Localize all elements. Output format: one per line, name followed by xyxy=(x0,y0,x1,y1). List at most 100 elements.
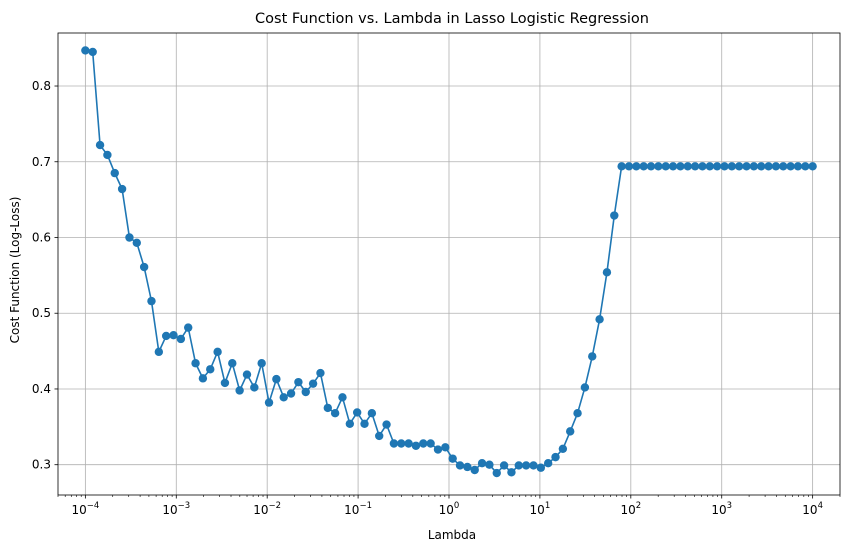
data-point xyxy=(88,47,97,57)
data-point xyxy=(470,465,479,475)
data-point xyxy=(220,378,230,388)
data-point xyxy=(338,393,347,402)
data-point xyxy=(749,162,759,171)
data-point xyxy=(499,461,509,470)
data-point xyxy=(757,162,766,171)
data-point xyxy=(294,377,303,387)
data-point xyxy=(558,444,568,453)
y-axis-title: Cost Function (Log-Loss) xyxy=(8,197,22,344)
x-tick-label: 10−4 xyxy=(71,501,99,517)
data-point xyxy=(793,162,803,171)
data-point xyxy=(698,162,707,171)
data-point xyxy=(507,468,516,477)
data-point xyxy=(551,452,560,462)
data-point xyxy=(404,439,413,448)
data-point xyxy=(433,445,443,454)
data-point xyxy=(705,162,714,171)
data-point xyxy=(389,439,399,448)
data-point xyxy=(184,323,193,332)
data-point xyxy=(117,184,127,194)
data-point xyxy=(330,409,340,418)
data-point xyxy=(786,162,795,171)
data-point xyxy=(654,162,663,171)
data-point xyxy=(213,347,222,357)
x-tick-label: 102 xyxy=(620,501,641,517)
data-point xyxy=(610,211,619,220)
data-point xyxy=(624,162,634,171)
data-point xyxy=(801,162,810,171)
data-point xyxy=(367,409,377,418)
data-point xyxy=(235,386,244,395)
data-point xyxy=(521,461,531,470)
data-point xyxy=(242,370,252,379)
data-point xyxy=(683,162,692,171)
data-point xyxy=(676,162,685,171)
y-tick-label: 0.3 xyxy=(32,458,51,472)
data-point xyxy=(566,427,575,436)
data-point xyxy=(397,439,406,448)
data-point xyxy=(734,162,744,171)
data-point xyxy=(808,162,817,171)
series-cost-function xyxy=(81,46,817,478)
data-point xyxy=(646,162,656,171)
x-axis-title: Lambda xyxy=(428,528,476,542)
x-tick-label: 101 xyxy=(530,501,551,517)
x-tick-label: 10−3 xyxy=(162,501,190,517)
data-point xyxy=(514,461,523,470)
data-point xyxy=(573,409,582,418)
data-point xyxy=(661,162,670,171)
x-tick-label: 100 xyxy=(439,501,460,517)
data-point xyxy=(455,461,465,470)
x-tick-label: 10−1 xyxy=(344,501,372,517)
data-point xyxy=(588,352,597,361)
data-point xyxy=(580,383,590,392)
data-point xyxy=(639,162,648,171)
data-point xyxy=(154,347,164,357)
data-point xyxy=(176,334,186,344)
data-point xyxy=(316,368,325,378)
data-point xyxy=(139,262,149,272)
x-tick-label: 103 xyxy=(711,501,732,517)
data-point xyxy=(382,420,391,429)
data-point xyxy=(764,162,773,171)
data-point xyxy=(169,330,178,340)
data-point xyxy=(110,168,119,178)
data-point xyxy=(279,393,288,402)
data-point xyxy=(286,389,296,398)
y-tick-label: 0.6 xyxy=(32,230,51,244)
data-point xyxy=(345,419,355,429)
y-tick-label: 0.4 xyxy=(32,382,51,396)
data-point xyxy=(95,140,105,150)
grid-lines xyxy=(58,33,840,495)
data-point xyxy=(602,268,612,277)
data-point xyxy=(463,462,472,472)
data-point xyxy=(712,162,722,171)
data-point xyxy=(595,315,604,324)
data-point xyxy=(81,46,90,55)
data-point xyxy=(411,441,421,450)
data-point xyxy=(264,398,274,407)
data-point xyxy=(301,387,310,397)
data-point xyxy=(779,162,788,171)
data-point xyxy=(206,365,215,374)
data-point xyxy=(426,439,435,448)
data-point xyxy=(668,162,678,171)
data-point xyxy=(485,460,494,469)
data-point xyxy=(419,439,428,448)
y-tick-label: 0.8 xyxy=(32,79,51,93)
data-point xyxy=(543,458,553,468)
data-point xyxy=(492,468,501,478)
chart-title: Cost Function vs. Lambda in Lasso Logist… xyxy=(255,11,649,27)
data-point xyxy=(147,296,156,306)
x-tick-label: 10−2 xyxy=(253,501,281,517)
y-tick-label: 0.5 xyxy=(32,306,51,320)
data-point xyxy=(690,162,700,171)
data-point xyxy=(375,431,384,441)
data-point xyxy=(228,359,237,368)
data-point xyxy=(536,463,546,472)
data-point xyxy=(632,162,641,171)
data-point xyxy=(352,408,362,417)
axis-ticks: 10−4 10−3 10−2 10−1 100 101 102 103 104 0.3 0.4 0.5… xyxy=(32,79,841,517)
